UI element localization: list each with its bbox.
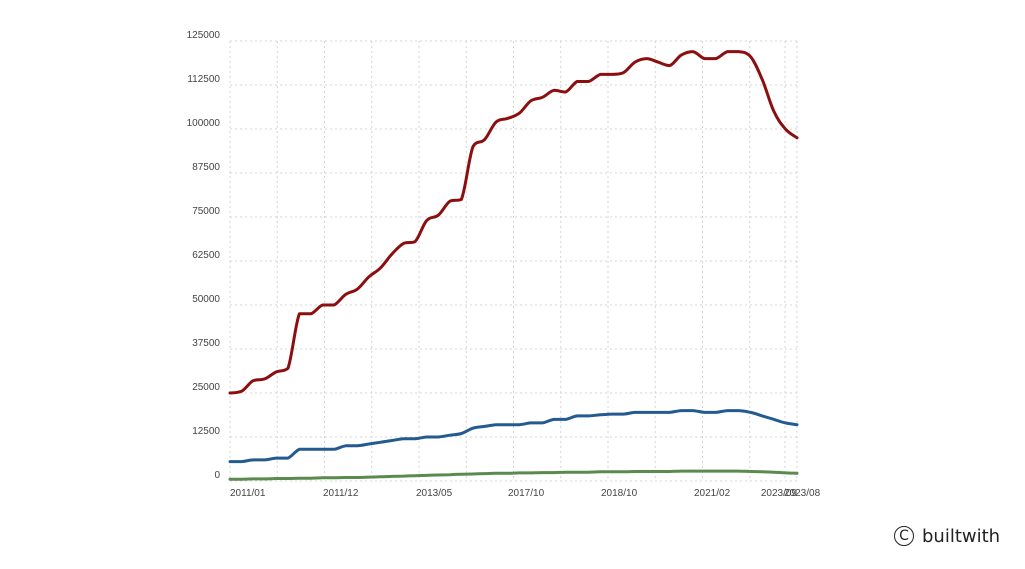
y-tick-label: 62500 [192, 250, 220, 261]
grid [229, 40, 798, 482]
y-tick-label: 75000 [192, 206, 220, 217]
y-tick-label: 0 [214, 470, 220, 481]
series-line-1 [228, 50, 799, 395]
y-axis: 0 12500 25000 37500 50000 62500 75000 87500 1000… [187, 30, 221, 481]
y-tick-label: 25000 [192, 382, 220, 393]
series-line-3 [228, 469, 799, 481]
y-tick-label: 87500 [192, 162, 220, 173]
x-tick-label: 2017/10 [508, 488, 545, 499]
y-tick-label: 37500 [192, 338, 220, 349]
x-tick-label: 2018/10 [601, 488, 638, 499]
series-layer [228, 50, 799, 481]
x-tick-label: 2011/12 [323, 488, 359, 499]
series-line-2 [228, 409, 799, 464]
copyright-icon: C [894, 526, 914, 546]
x-tick-label: 2013/05 [416, 488, 453, 499]
y-tick-label: 12500 [192, 426, 220, 437]
x-tick-label: 2021/02 [694, 488, 731, 499]
brand-name: builtwith [922, 525, 1001, 547]
y-tick-label: 125000 [187, 30, 221, 41]
y-tick-label: 112500 [187, 74, 220, 85]
x-tick-label: 2011/01 [230, 488, 266, 499]
x-tick-label: 2023/09 [761, 488, 798, 499]
x-tick-label: 2023/08 [784, 488, 821, 499]
builtwith-logo: C builtwith [894, 522, 1000, 550]
x-axis: 2011/01 2011/12 2013/05 2017/10 2018/10 2021/… [230, 488, 821, 499]
y-tick-label: 50000 [192, 294, 220, 305]
y-tick-label: 100000 [187, 118, 221, 129]
